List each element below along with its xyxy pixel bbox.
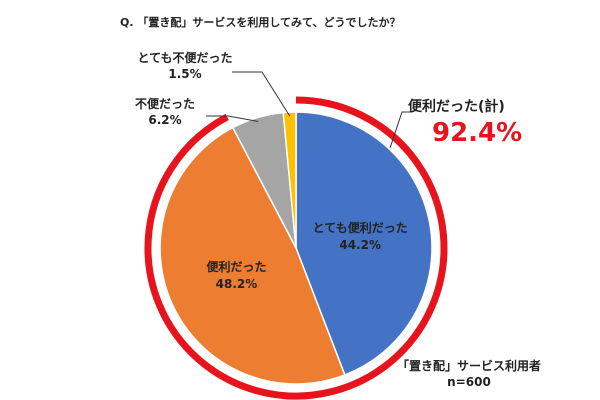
convenient-total-label: 便利だった(計): [408, 99, 505, 115]
leader-line-inconvenient: [206, 115, 259, 122]
slice-value-inconvenient: 6.2%: [148, 113, 181, 127]
slice-label-very-convenient: とても便利だった: [313, 220, 408, 235]
slice-value-convenient: 48.2%: [216, 277, 258, 291]
slice-value-very-convenient: 44.2%: [339, 238, 381, 252]
respondent-count: n=600: [447, 375, 491, 389]
slice-label-inconvenient: 不便だった: [135, 96, 195, 111]
convenient-total-value: 92.4%: [432, 118, 523, 148]
respondent-info: 「置き配」サービス利用者 n=600: [397, 358, 541, 390]
convenient-total-ring: [144, 96, 448, 400]
group-leader-line: [389, 111, 412, 149]
slice-label-convenient: 便利だった: [206, 259, 266, 274]
pie-slice-very-convenient: [295, 111, 433, 376]
question-title: Q. 「置き配」サービスを利用してみて、どうでしたか？: [120, 16, 401, 29]
respondent-label: 「置き配」サービス利用者: [397, 359, 542, 373]
leader-line-very-inconvenient: [232, 71, 291, 117]
slice-label-very-inconvenient: とても不便だった: [137, 50, 232, 65]
slice-value-very-inconvenient: 1.5%: [168, 67, 201, 81]
pie-slice-convenient: [159, 126, 346, 385]
pie-slice-very-inconvenient: [282, 111, 297, 249]
